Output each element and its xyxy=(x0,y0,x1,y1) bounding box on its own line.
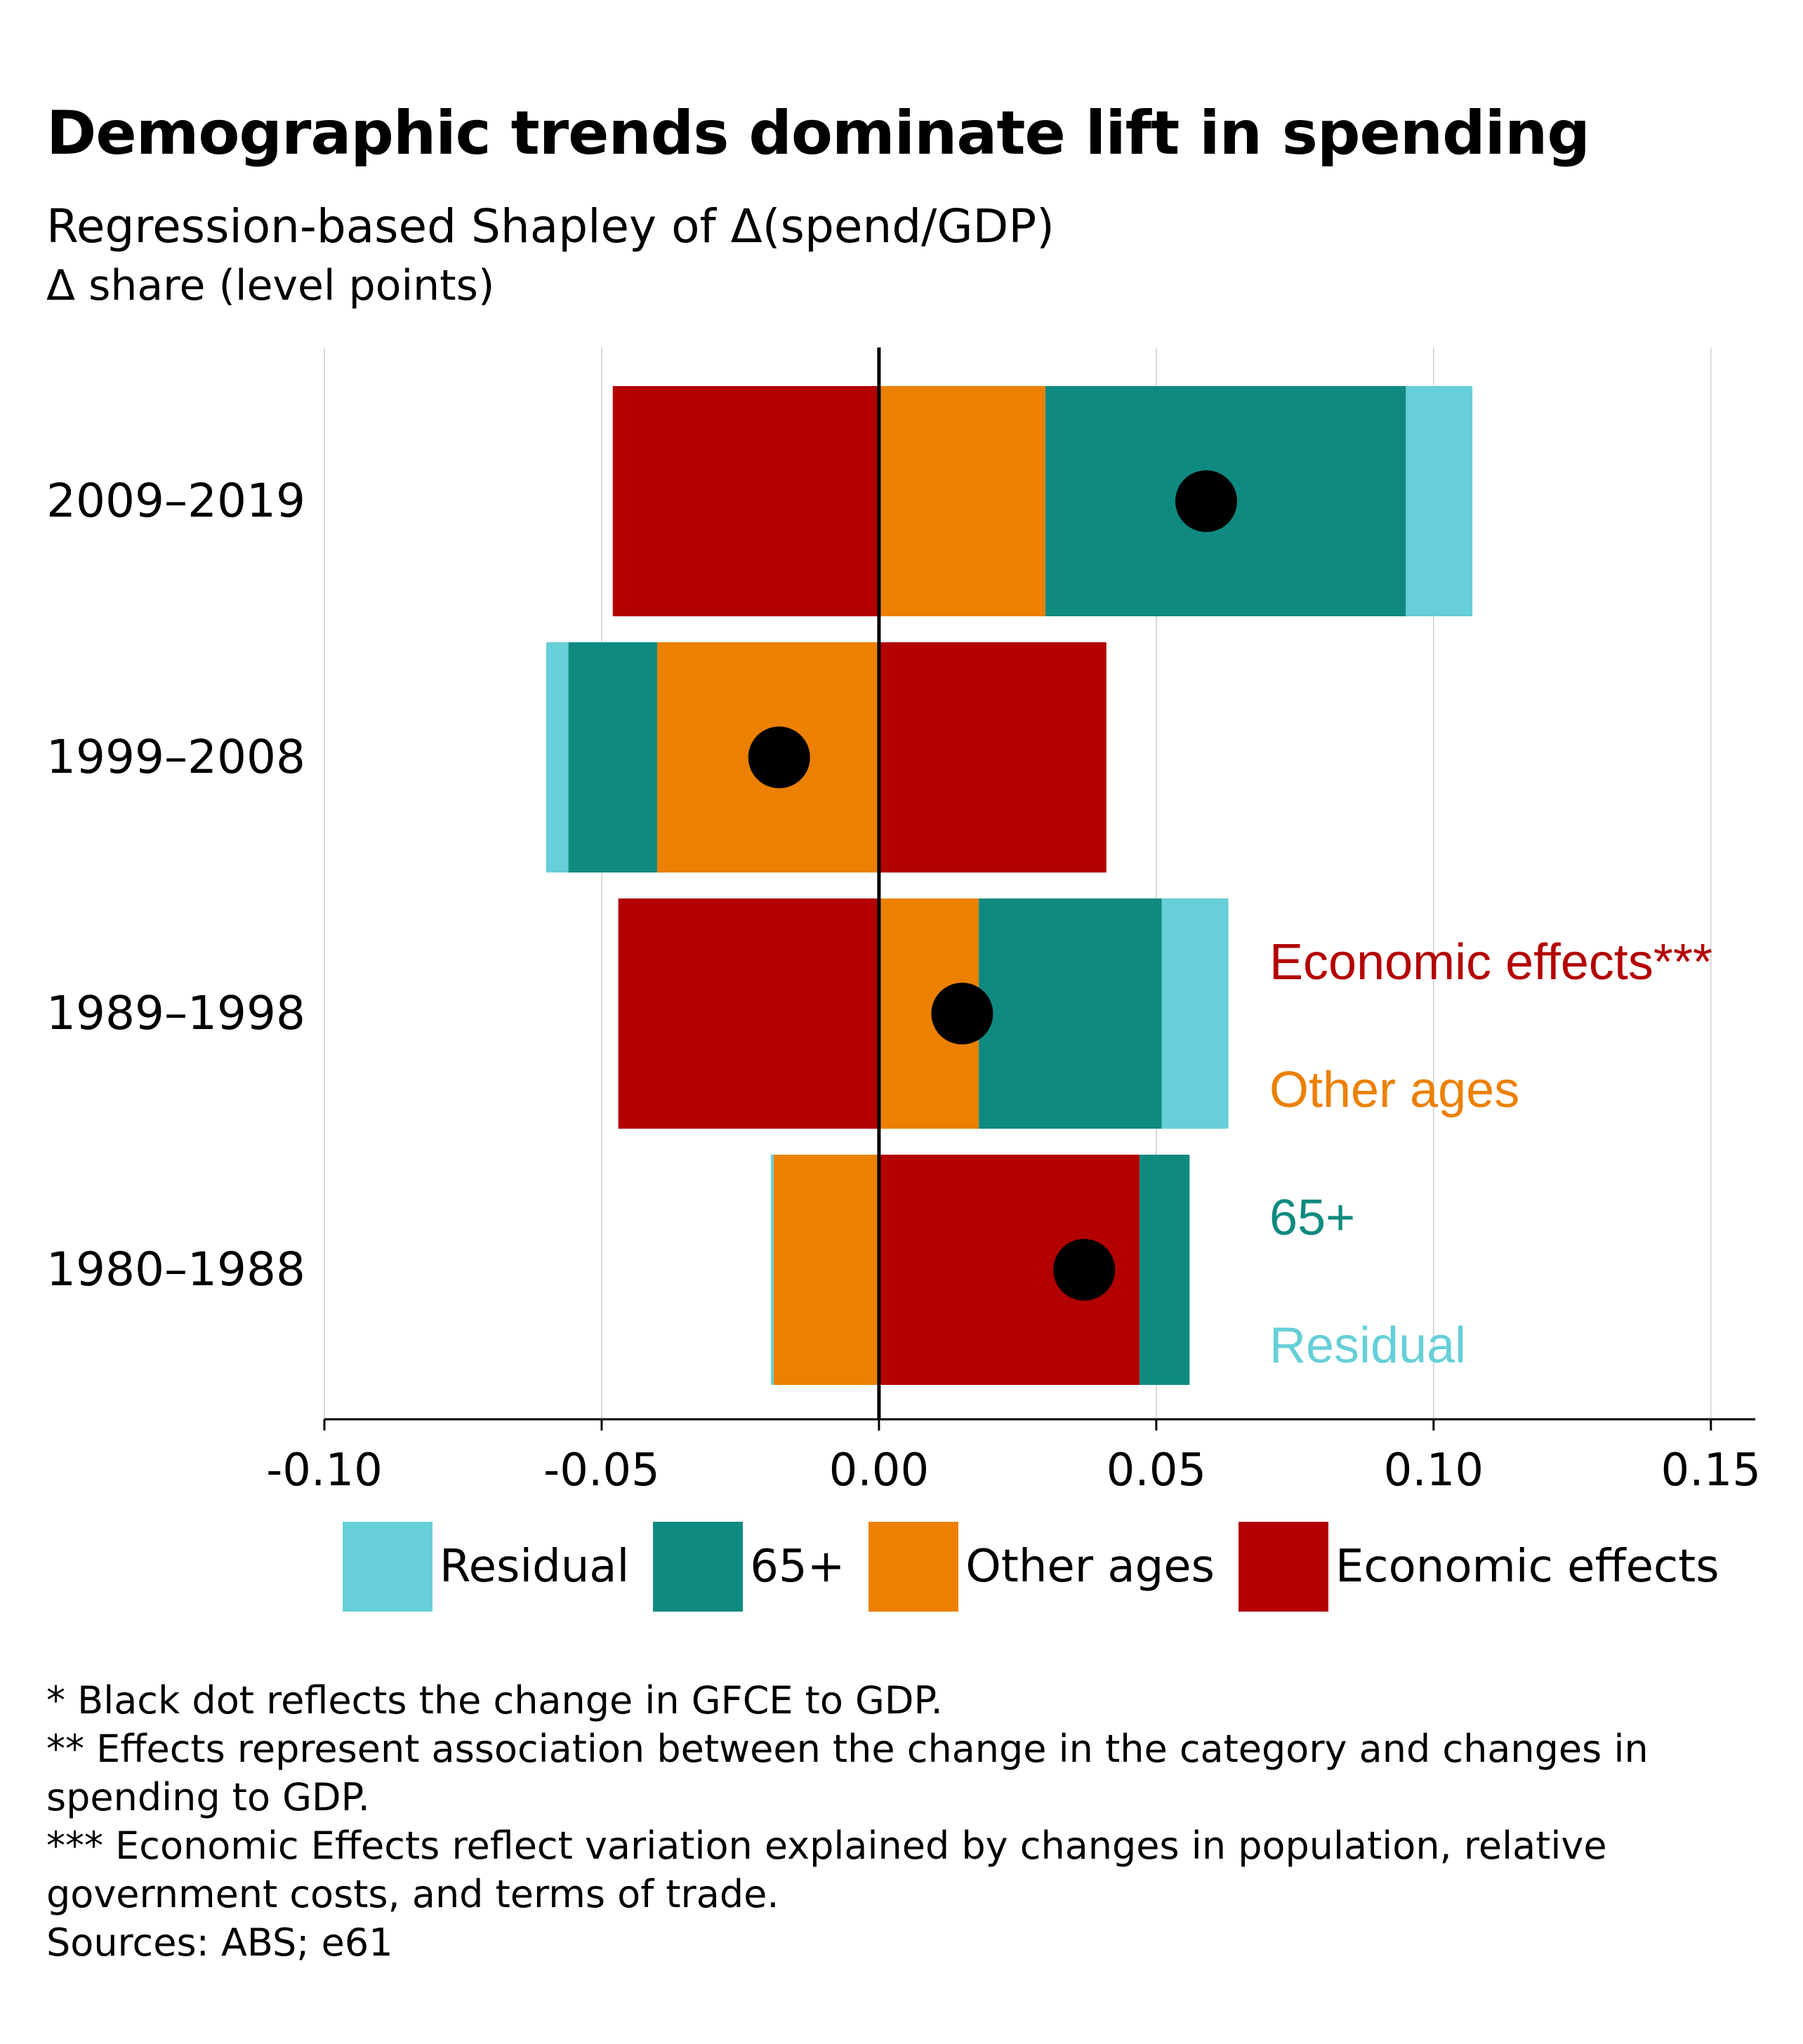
footnote: * Black dot reflects the change in GFCE … xyxy=(46,1678,943,1723)
bar-other_ages xyxy=(773,1155,879,1385)
legend: Residual 65+ Other ages Economic effects xyxy=(343,1522,1743,1612)
footnote-sources: Sources: ABS; e61 xyxy=(46,1920,393,1965)
legend-swatch-residual xyxy=(343,1522,432,1612)
gfce-change-dot xyxy=(1175,470,1237,532)
bar-economic xyxy=(618,898,879,1129)
bar-residual xyxy=(546,642,569,872)
y-tick-label: 1980–1988 xyxy=(46,1242,305,1296)
gfce-change-dot xyxy=(1053,1239,1116,1301)
bar-age65 xyxy=(568,642,657,872)
legend-label-other-ages: Other ages xyxy=(965,1541,1215,1593)
inline-label-other_ages: Other ages xyxy=(1269,1062,1519,1118)
legend-swatch-other-ages xyxy=(869,1522,959,1612)
bar-residual xyxy=(770,1155,774,1385)
legend-item-other-ages: Other ages xyxy=(869,1522,1215,1612)
inline-label-residual: Residual xyxy=(1269,1318,1466,1374)
y-tick-label: 1989–1998 xyxy=(46,986,305,1040)
chart-title: Demographic trends dominate lift in spen… xyxy=(46,98,1590,168)
legend-swatch-65plus xyxy=(653,1522,744,1612)
legend-label-economic-effects: Economic effects xyxy=(1335,1541,1719,1593)
legend-item-65plus: 65+ xyxy=(653,1522,845,1612)
y-tick-label: 2009–2019 xyxy=(46,474,305,528)
bar-residual xyxy=(1161,898,1229,1129)
x-tick-label: 0.05 xyxy=(1107,1445,1207,1496)
x-tick-label: -0.10 xyxy=(266,1445,383,1496)
footnote: ** Effects represent association between… xyxy=(46,1727,1649,1819)
bar-chart: -0.10 -0.05 0.00 0.05 0.10 0.15 2009–2019 1999–… xyxy=(46,347,1762,1496)
legend-item-economic-effects: Economic effects xyxy=(1238,1522,1719,1612)
bar-economic xyxy=(878,642,1107,872)
bar-economic xyxy=(612,386,879,616)
x-tick-label: 0.00 xyxy=(829,1445,930,1496)
axis-unit-label: Δ share (level points) xyxy=(46,261,495,310)
chart-subtitle: Regression-based Shapley of Δ(spend/GDP) xyxy=(46,199,1055,253)
gfce-change-dot xyxy=(748,726,810,788)
bar-age65 xyxy=(1140,1155,1190,1385)
y-tick-label: 1999–2008 xyxy=(46,730,305,784)
bar-residual xyxy=(1406,386,1473,616)
inline-label-age65: 65+ xyxy=(1269,1190,1355,1246)
bar-age65 xyxy=(979,898,1162,1129)
legend-label-residual: Residual xyxy=(440,1541,630,1593)
x-tick-label: -0.05 xyxy=(543,1445,660,1496)
x-tick-label: 0.15 xyxy=(1661,1445,1762,1496)
footnotes: * Black dot reflects the change in GFCE … xyxy=(46,1676,1774,1967)
legend-item-residual: Residual xyxy=(343,1522,629,1612)
x-tick-label: 0.10 xyxy=(1384,1445,1484,1496)
bar-other_ages xyxy=(878,386,1045,616)
inline-label-economic: Economic effects*** xyxy=(1269,934,1712,990)
legend-label-65plus: 65+ xyxy=(750,1541,845,1593)
gfce-change-dot xyxy=(931,983,993,1044)
legend-swatch-economic-effects xyxy=(1238,1522,1328,1612)
footnote: *** Economic Effects reflect variation e… xyxy=(46,1824,1607,1916)
